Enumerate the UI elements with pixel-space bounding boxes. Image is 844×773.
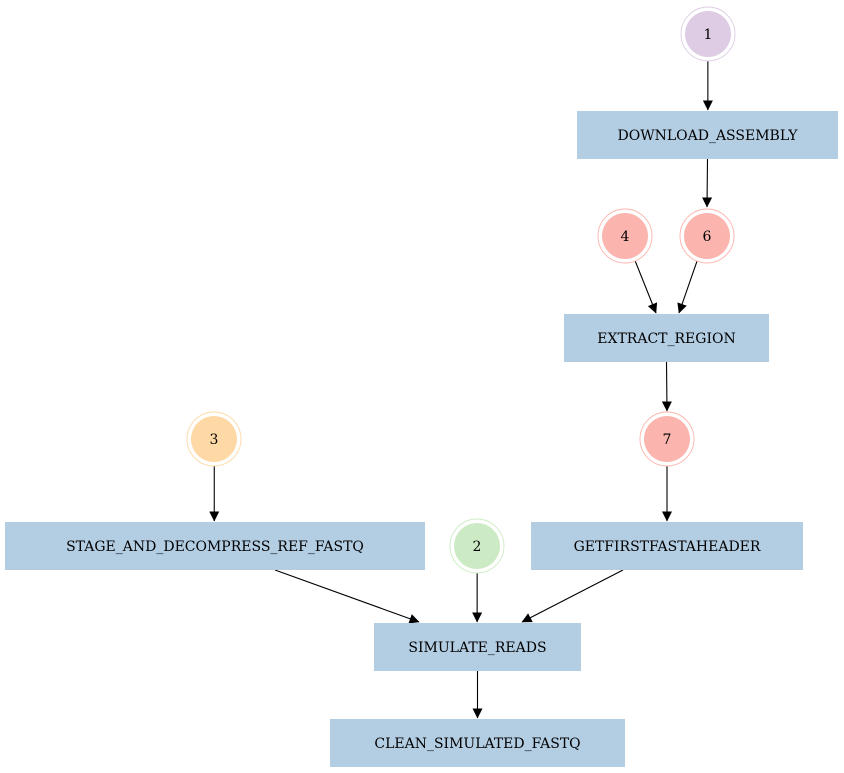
input-node-in4: 4 xyxy=(597,208,653,264)
input-label: 3 xyxy=(210,432,219,448)
input-node-in2: 2 xyxy=(449,518,505,574)
process-box xyxy=(531,522,803,570)
input-inner-circle xyxy=(454,523,500,569)
input-outer-ring xyxy=(449,518,505,574)
nodes-layer: DOWNLOAD_ASSEMBLY EXTRACT_REGION STAGE_AND… xyxy=(5,6,838,767)
process-node-getfirst: GETFIRSTFASTAHEADER xyxy=(531,522,803,570)
input-outer-ring xyxy=(679,208,735,264)
process-label: EXTRACT_REGION xyxy=(597,331,735,347)
edge-stage-to-simulate xyxy=(274,569,420,624)
input-inner-circle xyxy=(644,416,690,462)
process-box xyxy=(330,719,625,767)
input-inner-circle xyxy=(684,213,730,259)
input-node-in6: 6 xyxy=(679,208,735,264)
edge-getfirst-to-simulate xyxy=(521,569,624,623)
input-outer-ring xyxy=(680,6,736,62)
input-node-in1: 1 xyxy=(680,6,736,62)
input-node-in7: 7 xyxy=(639,411,695,467)
input-outer-ring xyxy=(186,411,242,467)
process-node-extract: EXTRACT_REGION xyxy=(564,314,769,362)
input-inner-circle xyxy=(685,11,731,57)
process-node-download: DOWNLOAD_ASSEMBLY xyxy=(577,111,838,159)
process-node-clean: CLEAN_SIMULATED_FASTQ xyxy=(330,719,625,767)
input-label: 6 xyxy=(703,229,712,245)
process-label: GETFIRSTFASTAHEADER xyxy=(574,539,761,555)
process-node-stage: STAGE_AND_DECOMPRESS_REF_FASTQ xyxy=(5,522,425,570)
input-label: 7 xyxy=(663,432,672,448)
input-outer-ring xyxy=(597,208,653,264)
input-label: 1 xyxy=(704,27,713,43)
edge-download-to-in6 xyxy=(702,158,713,208)
process-label: STAGE_AND_DECOMPRESS_REF_FASTQ xyxy=(66,539,364,555)
process-node-simulate: SIMULATE_READS xyxy=(374,623,581,671)
edge-in6-to-extract xyxy=(677,260,698,314)
process-box xyxy=(577,111,838,159)
input-node-in3: 3 xyxy=(186,411,242,467)
edge-extract-to-in7 xyxy=(661,361,672,412)
process-label: DOWNLOAD_ASSEMBLY xyxy=(618,128,799,144)
process-box xyxy=(5,522,425,570)
process-box xyxy=(564,314,769,362)
input-label: 2 xyxy=(473,539,482,555)
edge-in4-to-extract xyxy=(634,260,658,314)
input-inner-circle xyxy=(602,213,648,259)
input-label: 4 xyxy=(621,229,630,245)
process-box xyxy=(374,623,581,671)
input-outer-ring xyxy=(639,411,695,467)
process-label: SIMULATE_READS xyxy=(408,640,546,656)
process-label: CLEAN_SIMULATED_FASTQ xyxy=(374,736,580,752)
input-inner-circle xyxy=(191,416,237,462)
edges-layer xyxy=(209,60,713,719)
